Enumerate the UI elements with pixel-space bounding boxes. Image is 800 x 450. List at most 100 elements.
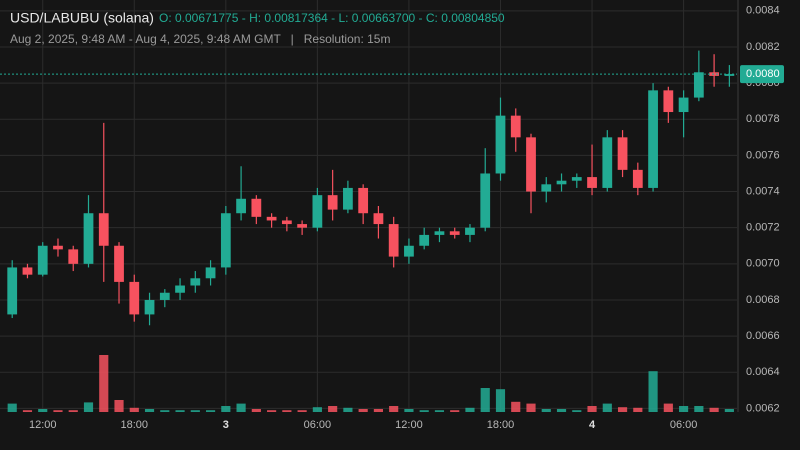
candle-body xyxy=(526,137,536,192)
y-tick-label: 0.0064 xyxy=(746,366,780,378)
ohlc-summary: O: 0.00671775 - H: 0.00817364 - L: 0.006… xyxy=(159,11,505,25)
volume-bar xyxy=(22,410,33,412)
candle-body xyxy=(373,213,384,225)
candle-body xyxy=(144,299,155,315)
candle-body xyxy=(7,267,18,315)
y-tick-label: 0.0078 xyxy=(746,113,780,125)
x-tick-label: 4 xyxy=(589,419,596,431)
candle-body xyxy=(205,267,216,279)
candle-body xyxy=(114,245,124,282)
candle-body xyxy=(159,292,170,300)
volume-bar xyxy=(694,406,704,412)
candle-body xyxy=(510,115,521,138)
volume-bar xyxy=(556,409,567,412)
volume-bar xyxy=(175,410,185,412)
last-price-label: 0.0080 xyxy=(746,68,780,80)
volume-bar xyxy=(38,409,48,412)
volume-bar xyxy=(480,388,490,412)
volume-bar xyxy=(419,410,429,412)
volume-bar xyxy=(663,403,673,412)
volume-bar xyxy=(617,407,628,412)
candle-body xyxy=(190,278,201,286)
candle-body xyxy=(175,285,185,293)
candle-body xyxy=(495,115,506,174)
x-tick-label: 18:00 xyxy=(487,419,515,431)
volume-bar xyxy=(190,410,200,412)
candle-body xyxy=(404,245,414,257)
volume-bar xyxy=(83,402,94,412)
volume-bar xyxy=(267,410,277,412)
volume-bar xyxy=(648,371,658,412)
candle-body xyxy=(68,249,79,264)
chart-title: USD/LABUBU (solana) xyxy=(10,10,154,26)
marks xyxy=(7,50,735,412)
candle-body xyxy=(22,267,33,275)
volume-bar xyxy=(373,409,383,412)
candle-body xyxy=(632,169,643,188)
y-tick-label: 0.0072 xyxy=(746,222,780,234)
candle-body xyxy=(220,213,231,268)
candle-body xyxy=(129,281,140,315)
candle-body xyxy=(571,177,582,181)
candle-body xyxy=(617,137,628,170)
volume-bar xyxy=(68,410,78,412)
candle-body xyxy=(541,184,552,192)
volume-bar xyxy=(709,407,719,412)
y-tick-label: 0.0062 xyxy=(746,402,780,414)
x-tick-label: 3 xyxy=(223,419,229,431)
candle-body xyxy=(83,213,94,264)
volume-bar xyxy=(144,409,155,412)
volume-bar xyxy=(389,406,399,412)
volume-bar xyxy=(679,406,689,412)
volume-bar xyxy=(343,407,353,412)
volume-bar xyxy=(465,407,475,412)
volume-bar xyxy=(328,406,338,412)
candle-body xyxy=(236,198,246,214)
y-tick-label: 0.0082 xyxy=(746,41,780,53)
volume-bar xyxy=(297,410,307,412)
volume-bar xyxy=(541,409,551,412)
candle-body xyxy=(312,195,323,228)
volume-bar xyxy=(434,410,445,412)
y-tick-label: 0.0076 xyxy=(746,149,780,161)
volume-bar xyxy=(221,406,231,412)
last-price-box xyxy=(740,65,784,84)
volume-bar xyxy=(99,355,109,412)
candle-body xyxy=(587,177,597,188)
x-tick-label: 18:00 xyxy=(121,419,149,431)
volume-bar xyxy=(236,403,246,412)
volume-bar xyxy=(312,407,322,412)
volume-bar xyxy=(587,406,597,412)
candle-body xyxy=(465,227,475,235)
y-tick-label: 0.0068 xyxy=(746,294,780,306)
candle-body xyxy=(709,72,719,76)
volume-bar xyxy=(282,410,292,412)
candle-body xyxy=(388,224,399,257)
x-tick-label: 06:00 xyxy=(670,419,698,431)
volume-bar xyxy=(251,409,261,412)
volume-bar xyxy=(205,410,216,412)
candle-body xyxy=(297,224,308,228)
candle-body xyxy=(327,195,338,210)
candle-body xyxy=(281,220,292,225)
y-tick-label: 0.0066 xyxy=(746,330,780,342)
grid xyxy=(0,0,737,412)
volume-bar xyxy=(7,403,17,412)
candle-body xyxy=(678,97,689,113)
x-tick-label: 12:00 xyxy=(29,419,57,431)
volume-bar xyxy=(404,409,414,412)
candle-body xyxy=(434,231,445,235)
x-tick-label: 06:00 xyxy=(304,419,332,431)
volume-bar xyxy=(495,389,506,412)
volume-bar xyxy=(160,410,170,412)
candle-body xyxy=(602,137,613,188)
volume-bar xyxy=(114,400,124,412)
volume-bar xyxy=(724,409,734,412)
volume-bar xyxy=(602,403,612,412)
candle-body xyxy=(343,187,353,210)
x-tick-label: 12:00 xyxy=(395,419,423,431)
volume-bar xyxy=(572,410,582,412)
candle-body xyxy=(98,213,109,246)
y-tick-label: 0.0070 xyxy=(746,258,780,270)
